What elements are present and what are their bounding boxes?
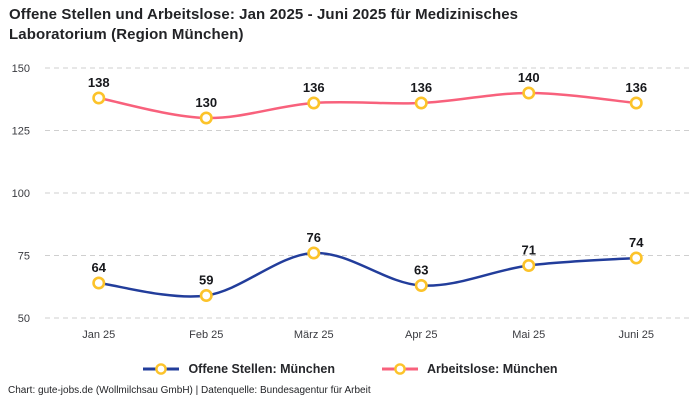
series-line-1 xyxy=(97,91,638,120)
legend-label: Arbeitslose: München xyxy=(426,362,558,376)
data-point-label: 136 xyxy=(303,80,325,95)
legend-item-1[interactable]: Arbeitslose: München xyxy=(381,362,558,376)
data-point-label: 74 xyxy=(629,235,644,250)
data-point-marker xyxy=(92,91,106,105)
x-tick-label: Mai 25 xyxy=(512,329,545,341)
legend-swatch-icon xyxy=(143,363,180,375)
data-point-marker xyxy=(199,289,213,303)
data-point-label: 71 xyxy=(522,243,536,258)
data-point-label: 140 xyxy=(518,70,540,85)
x-tick-label: Feb 25 xyxy=(189,329,223,341)
y-tick-label: 100 xyxy=(12,188,30,200)
data-point-marker xyxy=(307,246,321,260)
y-tick-label: 150 xyxy=(12,63,30,75)
data-point-label: 76 xyxy=(307,230,321,245)
data-point-marker xyxy=(414,279,428,293)
data-point-marker xyxy=(414,96,428,110)
data-point-marker xyxy=(307,96,321,110)
data-point-label: 136 xyxy=(410,80,432,95)
data-point-label: 136 xyxy=(625,80,647,95)
legend-swatch-icon xyxy=(381,363,418,375)
data-point-label: 138 xyxy=(88,75,110,90)
x-tick-label: März 25 xyxy=(294,329,334,341)
data-point-label: 59 xyxy=(199,273,213,288)
y-tick-label: 75 xyxy=(18,251,30,263)
data-point-label: 130 xyxy=(195,95,217,110)
y-tick-label: 50 xyxy=(18,313,30,325)
chart-footer: Chart: gute-jobs.de (Wollmilchsau GmbH) … xyxy=(8,385,371,396)
data-point-marker xyxy=(522,86,536,100)
data-point-marker xyxy=(629,251,643,265)
chart-title: Offene Stellen und Arbeitslose: Jan 2025… xyxy=(9,6,519,43)
data-point-marker xyxy=(92,276,106,290)
legend-label: Offene Stellen: München xyxy=(188,362,335,376)
data-point-marker xyxy=(629,96,643,110)
data-point-label: 63 xyxy=(414,263,428,278)
y-tick-label: 125 xyxy=(12,126,30,138)
x-tick-label: Jan 25 xyxy=(82,329,115,341)
legend-item-0[interactable]: Offene Stellen: München xyxy=(142,362,335,376)
data-point-label: 64 xyxy=(92,260,107,275)
chart-legend: Offene Stellen: München Arbeitslose: Münc… xyxy=(0,357,700,381)
x-tick-label: Apr 25 xyxy=(405,329,437,341)
series-line-0 xyxy=(97,251,638,298)
data-point-marker xyxy=(522,259,536,273)
data-point-marker xyxy=(199,111,213,125)
line-chart: 50 75 100 125 150 Jan 25 Feb 25 März 25 Apr 25 Ma… xyxy=(12,63,690,341)
x-tick-label: Juni 25 xyxy=(619,329,654,341)
